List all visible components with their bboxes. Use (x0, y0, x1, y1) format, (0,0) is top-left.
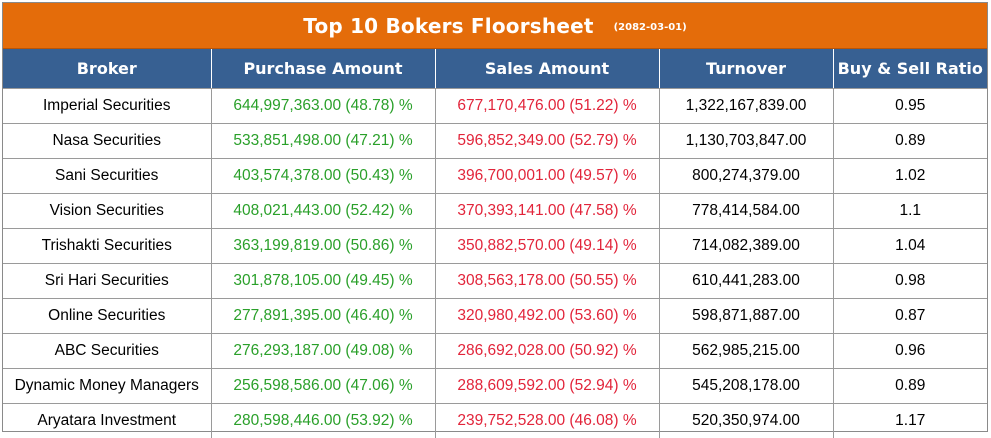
purchase-cell: 256,598,586.00 (47.06) % (211, 369, 435, 404)
turnover-cell: 714,082,389.00 (659, 229, 833, 264)
ratio-cell: 1.17 (833, 404, 987, 438)
broker-cell: Online Securities (3, 299, 211, 334)
ratio-cell: 1.02 (833, 159, 987, 194)
column-header-sales: Sales Amount (435, 49, 659, 89)
table-row: Sri Hari Securities 301,878,105.00 (49.4… (3, 264, 987, 299)
purchase-cell: 276,293,187.00 (49.08) % (211, 334, 435, 369)
ratio-cell: 1.1 (833, 194, 987, 229)
table-row: ABC Securities 276,293,187.00 (49.08) % … (3, 334, 987, 369)
title-bar: Top 10 Bokers Floorsheet (2082-03-01) (3, 3, 987, 49)
turnover-cell: 562,985,215.00 (659, 334, 833, 369)
sales-cell: 596,852,349.00 (52.79) % (435, 124, 659, 159)
table-row: Online Securities 277,891,395.00 (46.40)… (3, 299, 987, 334)
ratio-cell: 0.96 (833, 334, 987, 369)
purchase-cell: 403,574,378.00 (50.43) % (211, 159, 435, 194)
sales-cell: 288,609,592.00 (52.94) % (435, 369, 659, 404)
page-title: Top 10 Bokers Floorsheet (303, 14, 593, 38)
sales-cell: 308,563,178.00 (50.55) % (435, 264, 659, 299)
purchase-cell: 408,021,443.00 (52.42) % (211, 194, 435, 229)
turnover-cell: 598,871,887.00 (659, 299, 833, 334)
broker-cell: Sani Securities (3, 159, 211, 194)
table-row: Aryatara Investment 280,598,446.00 (53.9… (3, 404, 987, 438)
turnover-cell: 1,322,167,839.00 (659, 89, 833, 124)
purchase-cell: 277,891,395.00 (46.40) % (211, 299, 435, 334)
turnover-cell: 778,414,584.00 (659, 194, 833, 229)
purchase-cell: 280,598,446.00 (53.92) % (211, 404, 435, 438)
broker-cell: Vision Securities (3, 194, 211, 229)
sales-cell: 320,980,492.00 (53.60) % (435, 299, 659, 334)
turnover-cell: 800,274,379.00 (659, 159, 833, 194)
turnover-cell: 520,350,974.00 (659, 404, 833, 438)
ratio-cell: 1.04 (833, 229, 987, 264)
broker-cell: Imperial Securities (3, 89, 211, 124)
sales-cell: 350,882,570.00 (49.14) % (435, 229, 659, 264)
column-header-broker: Broker (3, 49, 211, 89)
broker-cell: Sri Hari Securities (3, 264, 211, 299)
column-header-turnover: Turnover (659, 49, 833, 89)
ratio-cell: 0.98 (833, 264, 987, 299)
table-row: Imperial Securities 644,997,363.00 (48.7… (3, 89, 987, 124)
column-header-purchase: Purchase Amount (211, 49, 435, 89)
broker-cell: ABC Securities (3, 334, 211, 369)
ratio-cell: 0.89 (833, 369, 987, 404)
column-header-ratio: Buy & Sell Ratio (833, 49, 987, 89)
sales-cell: 239,752,528.00 (46.08) % (435, 404, 659, 438)
table-row: Sani Securities 403,574,378.00 (50.43) %… (3, 159, 987, 194)
ratio-cell: 0.95 (833, 89, 987, 124)
sales-cell: 677,170,476.00 (51.22) % (435, 89, 659, 124)
broker-cell: Trishakti Securities (3, 229, 211, 264)
turnover-cell: 545,208,178.00 (659, 369, 833, 404)
sales-cell: 286,692,028.00 (50.92) % (435, 334, 659, 369)
purchase-cell: 533,851,498.00 (47.21) % (211, 124, 435, 159)
sales-cell: 396,700,001.00 (49.57) % (435, 159, 659, 194)
ratio-cell: 0.87 (833, 299, 987, 334)
table-row: Dynamic Money Managers 256,598,586.00 (4… (3, 369, 987, 404)
table-row: Nasa Securities 533,851,498.00 (47.21) %… (3, 124, 987, 159)
table-header-row: Broker Purchase Amount Sales Amount Turn… (3, 49, 987, 89)
sales-cell: 370,393,141.00 (47.58) % (435, 194, 659, 229)
title-date: (2082-03-01) (614, 22, 687, 33)
turnover-cell: 610,441,283.00 (659, 264, 833, 299)
floorsheet-panel: Top 10 Bokers Floorsheet (2082-03-01) Br… (2, 2, 988, 432)
turnover-cell: 1,130,703,847.00 (659, 124, 833, 159)
ratio-cell: 0.89 (833, 124, 987, 159)
table-row: Trishakti Securities 363,199,819.00 (50.… (3, 229, 987, 264)
broker-cell: Dynamic Money Managers (3, 369, 211, 404)
broker-cell: Aryatara Investment (3, 404, 211, 438)
broker-cell: Nasa Securities (3, 124, 211, 159)
broker-table: Broker Purchase Amount Sales Amount Turn… (3, 49, 987, 438)
purchase-cell: 301,878,105.00 (49.45) % (211, 264, 435, 299)
purchase-cell: 363,199,819.00 (50.86) % (211, 229, 435, 264)
purchase-cell: 644,997,363.00 (48.78) % (211, 89, 435, 124)
table-row: Vision Securities 408,021,443.00 (52.42)… (3, 194, 987, 229)
